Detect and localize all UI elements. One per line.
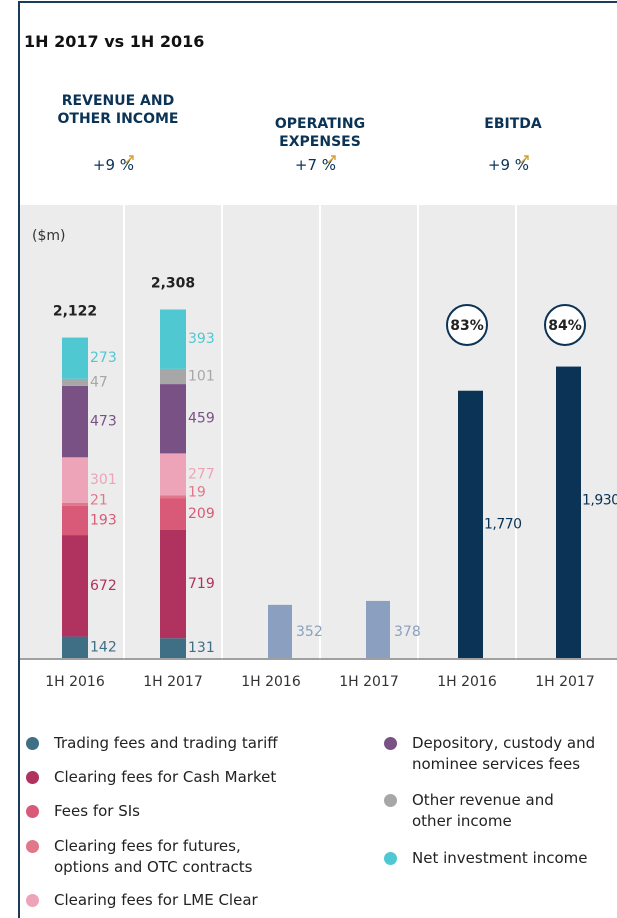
bar-segment — [62, 505, 88, 536]
up-arrow — [520, 155, 529, 164]
bar-segment — [62, 385, 88, 458]
bar-segment — [62, 337, 88, 379]
change-label: +7 % — [270, 155, 370, 174]
value-label: 459 — [188, 411, 215, 427]
legend-marker — [26, 771, 39, 784]
legend-marker — [26, 840, 39, 853]
value-label: 352 — [296, 624, 323, 640]
change-text: +9 % — [92, 156, 135, 174]
value-label: 21 — [90, 492, 108, 508]
group-header: EBITDA — [484, 116, 542, 132]
group-header: REVENUE AND OTHER INCOME — [57, 93, 179, 127]
bar — [366, 600, 390, 658]
value-label: 131 — [188, 640, 215, 656]
bar-segment — [160, 384, 186, 454]
bar — [268, 604, 292, 658]
up-arrow — [125, 155, 134, 164]
legend-marker — [384, 852, 397, 865]
change-label: +9 % — [68, 155, 168, 174]
change-text: +9 % — [487, 156, 530, 174]
unit-label: ($m) — [32, 228, 65, 244]
value-label: 393 — [188, 331, 215, 347]
value-label: 193 — [90, 513, 117, 529]
value-label: 378 — [394, 624, 421, 640]
bar-segment — [62, 378, 88, 386]
legend-marker — [26, 737, 39, 750]
margin-label: 83% — [450, 318, 484, 334]
value-label: 719 — [188, 576, 215, 592]
legend-marker — [384, 737, 397, 750]
legend-label: Fees for SIs — [54, 802, 141, 820]
legend-label: Net investment income — [412, 849, 588, 867]
bar-segment — [62, 535, 88, 637]
x-tick-label: 1H 2017 — [143, 674, 203, 690]
value-label: 209 — [188, 506, 215, 522]
legend-marker — [26, 805, 39, 818]
value-label: 1,770 — [484, 516, 522, 532]
title: 1H 2017 vs 1H 2016 — [24, 32, 205, 51]
bar-segment — [160, 309, 186, 369]
legend-label: Trading fees and trading tariff — [54, 734, 278, 752]
value-label: 672 — [90, 578, 117, 594]
x-tick-label: 1H 2017 — [535, 674, 595, 690]
x-tick-label: 1H 2016 — [241, 674, 301, 690]
margin-label: 84% — [548, 318, 582, 334]
x-tick-label: 1H 2016 — [437, 674, 497, 690]
total-label: 2,122 — [53, 304, 97, 320]
value-label: 47 — [90, 374, 108, 390]
bar-segment — [62, 457, 88, 503]
change-text: +7 % — [294, 156, 337, 174]
bar-segment — [160, 529, 186, 639]
margin-circle — [544, 304, 586, 346]
bar-segment — [62, 502, 88, 506]
margin-circle — [446, 304, 488, 346]
x-tick-label: 1H 2017 — [339, 674, 399, 690]
legend-label: Other revenue and other income — [412, 791, 554, 830]
legend-label: Clearing fees for Cash Market — [54, 768, 277, 786]
change-label: +9 % — [463, 155, 563, 174]
bar-segment — [62, 636, 88, 658]
legend-label: Clearing fees for LME Clear — [54, 891, 258, 909]
bar-segment — [160, 638, 186, 658]
value-label: 473 — [90, 414, 117, 430]
total-label: 2,308 — [151, 275, 195, 291]
value-label: 1,930 — [582, 492, 617, 508]
bar-segment — [160, 498, 186, 530]
bar-segment — [160, 368, 186, 385]
bar — [458, 390, 483, 658]
plot-background — [20, 205, 617, 660]
bar-segment — [160, 453, 186, 496]
legend-label: Depository, custody and nominee services… — [412, 734, 596, 773]
value-label: 142 — [90, 639, 117, 655]
legend-label: Clearing fees for futures, options and O… — [54, 837, 253, 876]
x-tick-label: 1H 2016 — [45, 674, 105, 690]
value-label: 301 — [90, 472, 117, 488]
legend-marker — [384, 794, 397, 807]
value-label: 19 — [188, 485, 206, 501]
group-header: OPERATING EXPENSES — [274, 116, 366, 150]
bar — [556, 366, 581, 658]
value-label: 101 — [188, 368, 215, 384]
value-label: 277 — [188, 466, 215, 482]
value-label: 273 — [90, 350, 117, 366]
bar-segment — [160, 495, 186, 499]
up-arrow — [327, 155, 336, 164]
legend-marker — [26, 894, 39, 907]
